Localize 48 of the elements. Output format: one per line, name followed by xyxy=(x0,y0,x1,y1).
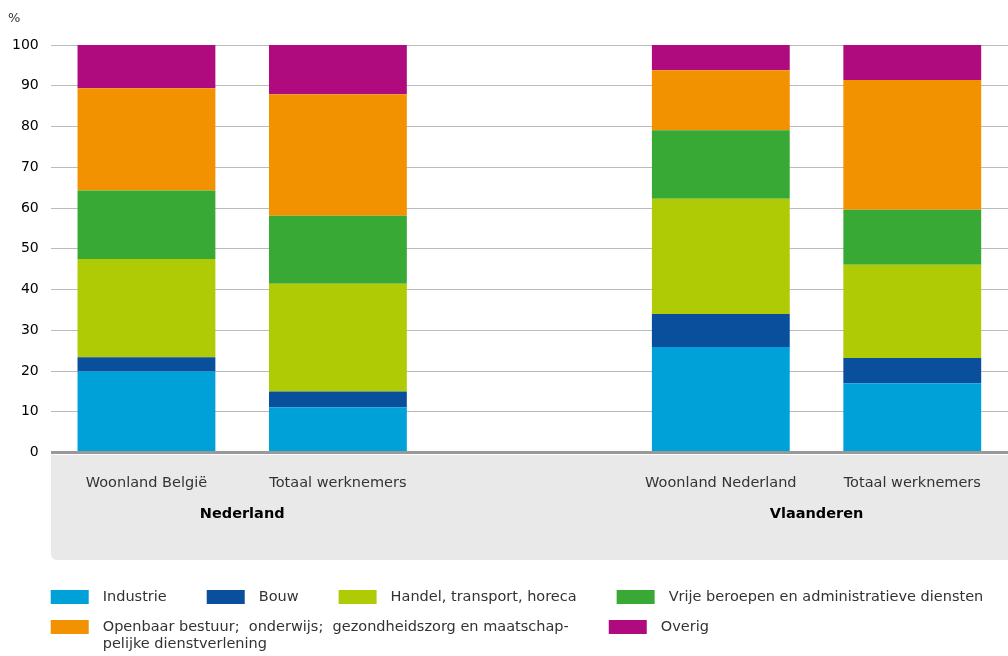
x-tick-label: Woonland Nederland xyxy=(645,474,797,491)
bar xyxy=(651,314,790,348)
y-tick-label: 50 xyxy=(20,239,39,256)
bar xyxy=(843,45,982,81)
bar xyxy=(268,391,407,408)
text: Nederland xyxy=(199,505,285,522)
y-tick-label: 100 xyxy=(11,35,39,52)
x-tick-label: Totaal werknemers xyxy=(842,474,981,491)
bar xyxy=(268,215,407,284)
bar xyxy=(77,190,216,259)
bar xyxy=(77,88,216,191)
bar xyxy=(651,70,790,131)
y-tick-label: 90 xyxy=(20,76,39,93)
legend-label: Industrie xyxy=(102,587,167,604)
bar xyxy=(268,407,407,452)
bar xyxy=(268,45,407,95)
bar xyxy=(843,80,982,210)
bar xyxy=(843,264,982,359)
bar xyxy=(651,198,790,315)
y-tick-label: 10 xyxy=(20,402,39,419)
bar xyxy=(843,383,982,452)
y-tick-label: 60 xyxy=(20,198,39,215)
legend-label: Bouw xyxy=(258,587,299,604)
bar xyxy=(77,258,216,358)
legend-label: Openbaar bestuur; onderwijs; gezondheidszorg en maatschap-pelijke dienstverlening xyxy=(102,617,569,651)
bar xyxy=(77,45,216,89)
bar xyxy=(268,94,407,216)
text: Vlaanderen xyxy=(769,505,864,522)
bar xyxy=(651,45,790,71)
y-tick-label: 0 xyxy=(29,443,39,460)
bar xyxy=(268,283,407,392)
bar xyxy=(77,357,216,372)
bar xyxy=(77,371,216,452)
bar xyxy=(843,358,982,384)
y-tick-label: 30 xyxy=(20,320,39,337)
x-tick-label: Totaal werknemers xyxy=(268,474,407,491)
y-tick-label: 20 xyxy=(20,361,39,378)
bar xyxy=(843,209,982,265)
x-tick-label: Woonland België xyxy=(85,474,208,491)
y-tick-label: 70 xyxy=(20,157,39,174)
legend-label: Handel, transport, horeca xyxy=(390,587,577,604)
bar xyxy=(651,347,790,452)
y-axis-title: % xyxy=(8,10,21,25)
legend-label: Vrije beroepen en administratieve diensten xyxy=(668,587,984,604)
bar xyxy=(651,130,790,199)
legend-label: Overig xyxy=(660,617,709,634)
y-tick-label: 80 xyxy=(20,117,39,134)
y-tick-label: 40 xyxy=(20,280,39,297)
